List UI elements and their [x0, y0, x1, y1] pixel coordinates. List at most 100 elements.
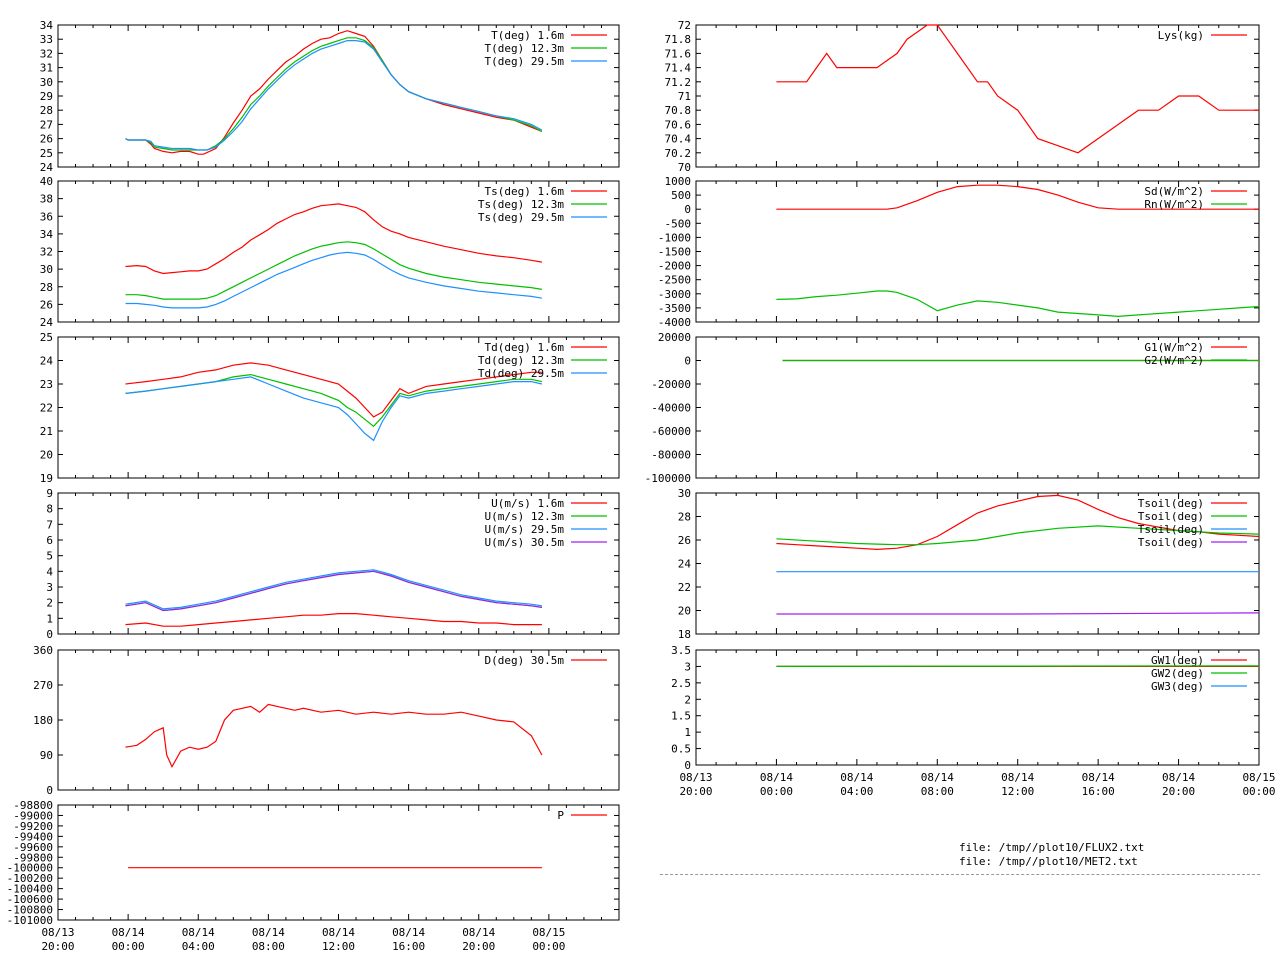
temp-series-line — [125, 39, 543, 151]
tsonic-ytick-label: 28 — [40, 281, 53, 294]
wind-series-line — [125, 569, 542, 610]
right-xaxis-tick-label: 08/13 — [679, 771, 712, 784]
lys-frame — [695, 24, 1260, 168]
ground-flux-ytick-label: -20000 — [651, 378, 691, 391]
wind-ytick-label: 6 — [46, 534, 53, 547]
lys-ytick-label: 70 — [678, 161, 691, 174]
direction-ytick-label: 90 — [40, 749, 53, 762]
soil-temp-legend-label: Tsoil(deg) — [1138, 523, 1204, 536]
temp-ytick-label: 34 — [40, 19, 54, 32]
pressure-ytick-label: -100400 — [7, 883, 53, 896]
ground-flux-ytick-label: -60000 — [651, 425, 691, 438]
wind-legend-label: U(m/s) 1.6m — [491, 497, 564, 510]
ground-flux-ytick-label: 0 — [684, 355, 691, 368]
soil-moisture-legend-label: GW2(deg) — [1151, 667, 1204, 680]
left-xaxis-tick-label: 08/14 — [252, 926, 285, 939]
left-xaxis-tick-label: 08/14 — [392, 926, 425, 939]
temp-legend-label: T(deg) 29.5m — [485, 55, 565, 68]
lys-ytick-label: 71.8 — [665, 33, 692, 46]
file-label-flux: file: /tmp//plot10/FLUX2.txt — [959, 841, 1145, 854]
lys-ytick-label: 71.4 — [665, 62, 692, 75]
wind-ytick-label: 8 — [46, 503, 53, 516]
tsonic-series-line — [125, 203, 543, 275]
soil-moisture-legend-label: GW3(deg) — [1151, 680, 1204, 693]
wind-ytick-label: 9 — [46, 487, 53, 500]
soil-temp-legend-label: Tsoil(deg) — [1138, 510, 1204, 523]
right-xaxis-tick-label: 04:00 — [840, 785, 873, 798]
temp-ytick-label: 33 — [40, 33, 53, 46]
soil-temp-legend-label: Tsoil(deg) — [1138, 536, 1204, 549]
soil-moisture-ytick-label: 1 — [684, 726, 691, 739]
lys-series-line — [776, 24, 1259, 154]
wind-series-line — [125, 570, 542, 612]
direction-ytick-label: 360 — [33, 644, 53, 657]
right-xaxis-tick-label: 08:00 — [921, 785, 954, 798]
temp-ytick-label: 31 — [40, 62, 53, 75]
dewpoint-legend-label: Td(deg) 1.6m — [485, 341, 565, 354]
right-xaxis-tick-label: 08/15 — [1242, 771, 1275, 784]
left-xaxis-tick-label: 20:00 — [462, 940, 495, 953]
tsonic-ytick-label: 36 — [40, 210, 53, 223]
radiation-ytick-label: -3000 — [658, 288, 691, 301]
right-xaxis-tick-label: 20:00 — [679, 785, 712, 798]
soil-moisture-ytick-label: 0.5 — [671, 743, 691, 756]
dewpoint-legend-label: Td(deg) 12.3m — [478, 354, 564, 367]
pressure-ytick-label: -100200 — [7, 872, 53, 885]
left-xaxis-tick-label: 08/14 — [322, 926, 355, 939]
left-xaxis-tick-label: 00:00 — [112, 940, 145, 953]
tsonic-series-line — [125, 251, 543, 309]
radiation-ytick-label: -3500 — [658, 302, 691, 315]
pressure-ytick-label: -100000 — [7, 862, 53, 875]
pressure-ytick-label: -99000 — [13, 809, 53, 822]
dewpoint-ytick-label: 20 — [40, 449, 53, 462]
tsonic-ytick-label: 30 — [40, 263, 53, 276]
radiation-ytick-label: 0 — [684, 203, 691, 216]
left-xaxis-tick-label: 04:00 — [182, 940, 215, 953]
radiation-series-line — [776, 184, 1259, 210]
wind-ytick-label: 1 — [46, 612, 53, 625]
right-xaxis-tick-label: 08/14 — [1082, 771, 1115, 784]
right-xaxis-tick-label: 00:00 — [1242, 785, 1275, 798]
wind-ytick-label: 3 — [46, 581, 53, 594]
radiation-ytick-label: -4000 — [658, 316, 691, 329]
ground-flux-legend-label: G2(W/m^2) — [1144, 354, 1204, 367]
lys-ytick-label: 71.2 — [665, 76, 692, 89]
pressure-ytick-label: -99600 — [13, 841, 53, 854]
lys-ytick-label: 71.6 — [665, 47, 692, 60]
soil-temp-ytick-label: 18 — [678, 628, 691, 641]
wind-ytick-label: 2 — [46, 597, 53, 610]
dewpoint-series-line — [125, 362, 542, 418]
pressure-ytick-label: -98800 — [13, 799, 53, 812]
soil-moisture-legend-label: GW1(deg) — [1151, 654, 1204, 667]
radiation-legend-label: Sd(W/m^2) — [1144, 185, 1204, 198]
radiation-ytick-label: -500 — [665, 217, 692, 230]
soil-temp-series-line — [776, 612, 1260, 615]
tsonic-series-line — [125, 241, 543, 300]
temp-ytick-label: 29 — [40, 90, 53, 103]
radiation-ytick-label: -1500 — [658, 246, 691, 259]
soil-temp-legend-label: Tsoil(deg) — [1138, 497, 1204, 510]
tsonic-ytick-label: 32 — [40, 246, 53, 259]
left-xaxis-tick-label: 08/15 — [532, 926, 565, 939]
wind-ytick-label: 0 — [46, 628, 53, 641]
tsonic-ytick-label: 24 — [40, 316, 54, 329]
soil-temp-ytick-label: 30 — [678, 487, 691, 500]
wind-legend-label: U(m/s) 29.5m — [485, 523, 565, 536]
left-xaxis-tick-label: 08/13 — [41, 926, 74, 939]
wind-series-line — [125, 612, 542, 627]
dewpoint-series-line — [125, 376, 543, 442]
lys-ytick-label: 70.8 — [665, 104, 692, 117]
soil-moisture-ytick-label: 3 — [684, 660, 691, 673]
dewpoint-ytick-label: 24 — [40, 355, 54, 368]
pressure-ytick-label: -99800 — [13, 851, 53, 864]
temp-ytick-label: 24 — [40, 161, 54, 174]
tsonic-ytick-label: 38 — [40, 193, 53, 206]
wind-ytick-label: 5 — [46, 550, 53, 563]
ground-flux-ytick-label: -40000 — [651, 402, 691, 415]
lys-ytick-label: 72 — [678, 19, 691, 32]
tsonic-ytick-label: 26 — [40, 298, 53, 311]
temp-ytick-label: 30 — [40, 76, 53, 89]
right-xaxis-tick-label: 08/14 — [921, 771, 954, 784]
direction-series-line — [125, 703, 543, 769]
